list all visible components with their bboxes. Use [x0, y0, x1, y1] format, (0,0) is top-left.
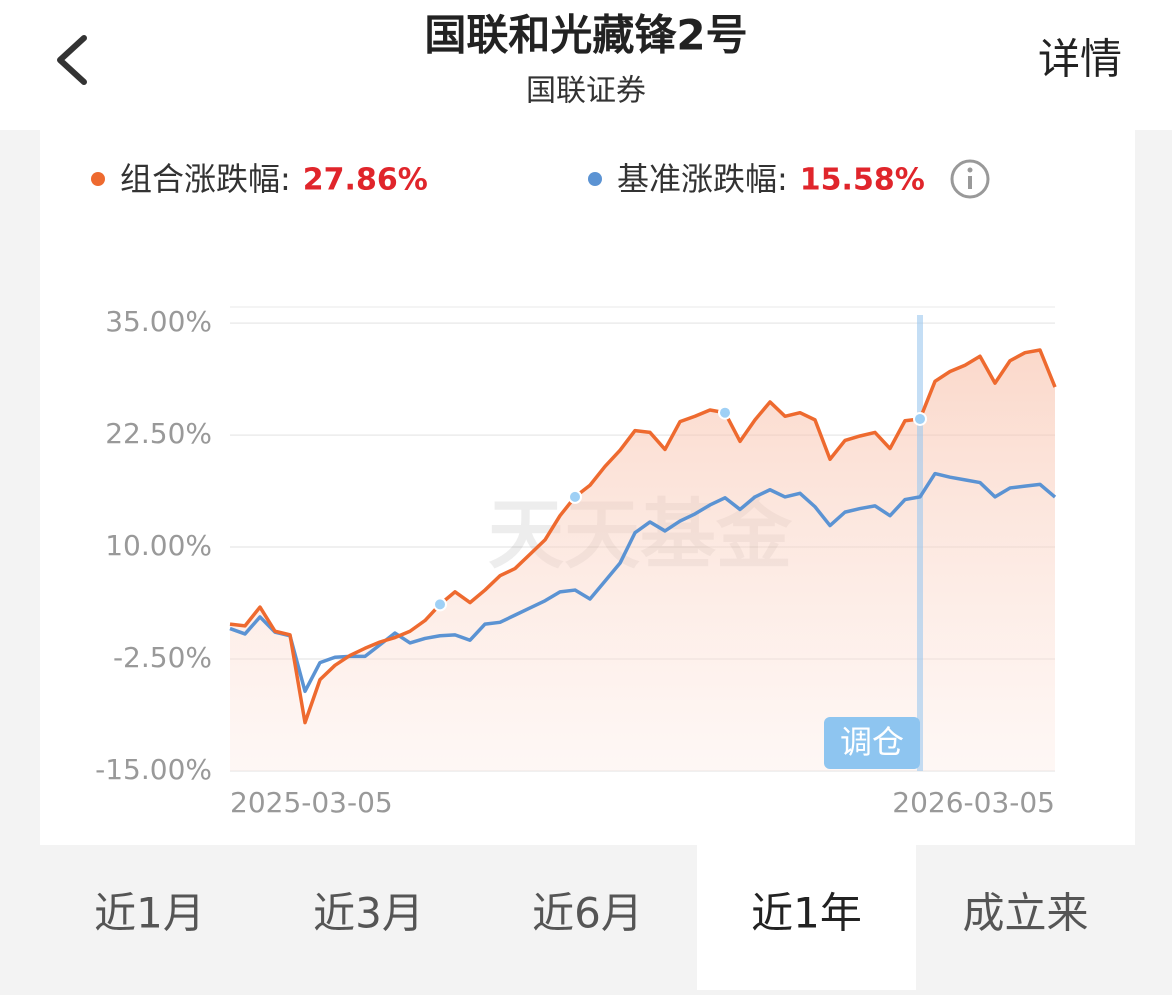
- legend-value: 27.86%: [303, 163, 428, 198]
- y-tick-label: -2.50%: [113, 641, 212, 674]
- series-line: [229, 471, 1057, 694]
- legend-label: 组合涨跌幅:: [120, 160, 291, 198]
- x-tick-label: 2026-03-05: [892, 786, 1055, 819]
- info-icon[interactable]: [950, 159, 990, 199]
- x-tick-label: 2025-03-05: [230, 786, 393, 819]
- rebalance-tag-bg: [824, 717, 920, 769]
- area-fill: [230, 349, 1055, 771]
- rebalance-dot: [433, 597, 447, 612]
- legend-dot: [91, 172, 105, 186]
- rebalance-highlight: [917, 315, 923, 771]
- tab-bg[interactable]: [697, 845, 916, 990]
- tab-label[interactable]: 近1月: [94, 889, 205, 938]
- y-tick-label: 22.50%: [105, 417, 212, 450]
- rebalance-dot: [913, 411, 927, 426]
- tab-label[interactable]: 近6月: [532, 889, 643, 938]
- legend-label: 基准涨跌幅:: [617, 160, 788, 198]
- legend-value: 15.58%: [800, 163, 925, 198]
- rebalance-tag: 调仓: [840, 723, 904, 761]
- back-button[interactable]: [57, 35, 87, 85]
- tab-bg[interactable]: [478, 845, 697, 990]
- header-bg: [0, 0, 1172, 130]
- tab-bg[interactable]: [40, 845, 259, 990]
- rebalance-dot: [568, 489, 582, 504]
- tab-bg[interactable]: [259, 845, 478, 990]
- y-tick-label: 35.00%: [105, 305, 212, 338]
- y-tick-label: -15.00%: [95, 753, 212, 786]
- y-tick-label: 10.00%: [105, 529, 212, 562]
- tab-bg[interactable]: [916, 845, 1135, 990]
- detail-link[interactable]: 详情: [1038, 35, 1122, 84]
- tab-label[interactable]: 成立来: [962, 889, 1088, 938]
- rebalance-dot: [718, 405, 732, 420]
- page-subtitle: 国联证券: [526, 74, 646, 109]
- tab-label[interactable]: 近3月: [313, 889, 424, 938]
- legend-dot: [588, 172, 602, 186]
- page-title: 国联和光藏锋2号: [424, 11, 747, 60]
- tab-label[interactable]: 近1年: [751, 889, 862, 938]
